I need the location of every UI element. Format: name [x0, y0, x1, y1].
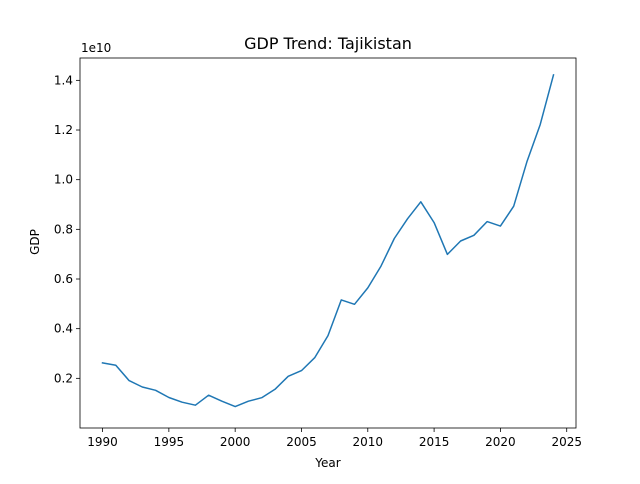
- chart-title: GDP Trend: Tajikistan: [244, 34, 412, 53]
- x-tick-label: 2020: [485, 435, 516, 449]
- x-tick-label: 2005: [286, 435, 317, 449]
- y-tick-label: 0.6: [54, 272, 73, 286]
- y-tick-label: 1.4: [54, 73, 73, 87]
- x-tick-label: 1995: [154, 435, 185, 449]
- y-axis-ticks: 0.2 0.4 0.6 0.8 1.0 1.2 1.4: [54, 73, 80, 385]
- y-axis-label: GDP: [28, 229, 42, 255]
- y-tick-label: 1.2: [54, 123, 73, 137]
- y-tick-label: 1.0: [54, 173, 73, 187]
- y-axis-offset-label: 1e10: [81, 41, 111, 55]
- x-axis-label: Year: [314, 456, 340, 470]
- x-tick-label: 2025: [551, 435, 582, 449]
- x-tick-label: 2000: [220, 435, 251, 449]
- plot-frame: [79, 57, 577, 429]
- y-tick-label: 0.4: [54, 322, 73, 336]
- y-tick-label: 0.8: [54, 222, 73, 236]
- x-axis-ticks: 1990 1995 2000 2005 2010 2015 2020 2025: [87, 428, 582, 449]
- gdp-series-line: [101, 73, 555, 408]
- y-tick-label: 0.2: [54, 371, 73, 385]
- x-tick-label: 1990: [87, 435, 118, 449]
- x-tick-label: 2010: [353, 435, 384, 449]
- x-tick-label: 2015: [419, 435, 450, 449]
